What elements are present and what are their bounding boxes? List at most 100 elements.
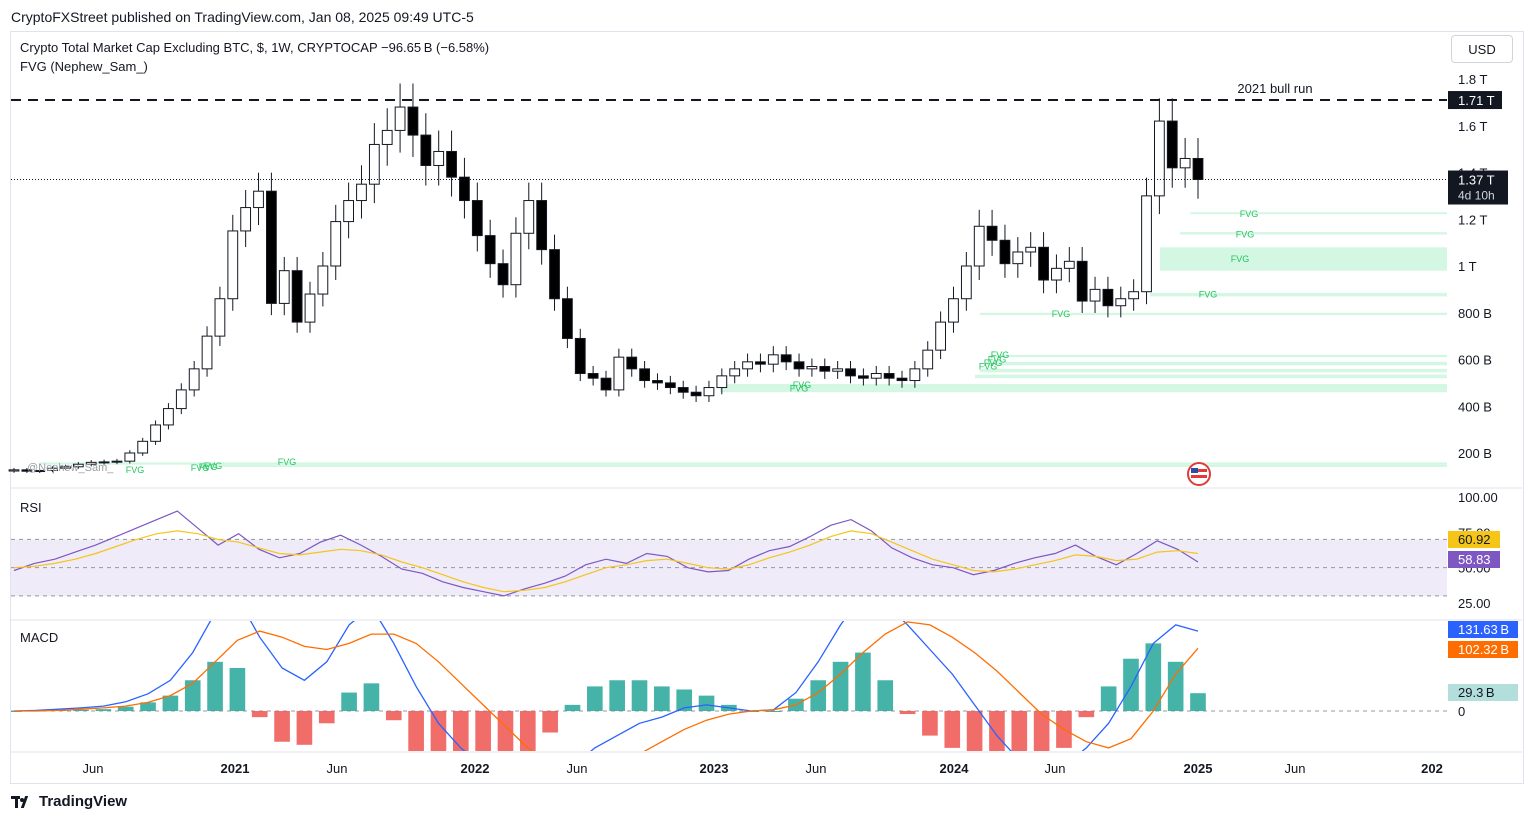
fvg-zone (1160, 247, 1447, 271)
fvg-label: FVG (1240, 209, 1259, 219)
macd-histogram-bar (162, 695, 179, 711)
candle-body (626, 356, 638, 370)
macd-histogram-bar (966, 711, 983, 751)
candle-body (1076, 260, 1088, 302)
fvg-zone (990, 354, 1447, 358)
candle-body (677, 387, 689, 393)
rsi-ma-value-label: 60.92 (1458, 532, 1491, 547)
candle-body (909, 368, 921, 382)
candle-body (600, 377, 612, 391)
macd-histogram-bar (251, 711, 268, 718)
tradingview-logo[interactable]: TradingView (11, 793, 127, 810)
candle-body (188, 368, 200, 391)
price-tick-label: 800 B (1458, 306, 1492, 321)
flag-icon[interactable] (1187, 462, 1211, 486)
fvg-label: FVG (988, 355, 1007, 365)
candle-body (562, 298, 573, 339)
current-price-label: 1.37 T (1458, 173, 1495, 188)
macd-histogram-bar (430, 711, 447, 751)
candle-body (767, 354, 779, 365)
time-tick-label: 2024 (940, 761, 970, 776)
candle-body (407, 106, 419, 136)
macd-histogram-bar (765, 711, 782, 712)
watermark: @Nephew_Sam_ (27, 462, 114, 474)
candle-body (806, 366, 818, 370)
bar-countdown-label: 4d 10h (1458, 189, 1495, 203)
time-tick-label: Jun (806, 761, 827, 776)
candle-body (845, 368, 856, 377)
macd-histogram-bar (542, 711, 558, 733)
fvg-zone (1190, 212, 1447, 215)
fvg-label: FVG (191, 463, 210, 473)
macd-histogram-bar (1033, 711, 1050, 751)
time-tick-label: 202 (1421, 761, 1443, 776)
candle-body (368, 143, 380, 185)
macd-histogram-bar (654, 686, 670, 711)
candle-body (317, 265, 329, 295)
macd-histogram-bar (1123, 658, 1139, 711)
indicator-title[interactable]: FVG (Nephew_Sam_) (20, 59, 148, 74)
candle-body (510, 232, 522, 286)
fvg-label: FVG (1199, 290, 1218, 300)
candle-body (98, 461, 110, 464)
candle-body (471, 200, 483, 237)
macd-histogram-bar (296, 711, 313, 745)
fvg-label: FVG (278, 457, 297, 467)
fvg-zone (720, 384, 1447, 390)
rsi-pane-title: RSI (20, 500, 42, 515)
candle-body (60, 466, 71, 469)
rsi-ma-value-bg (1448, 531, 1500, 548)
fvg-label: FVG (793, 380, 812, 390)
rsi-band (11, 539, 1447, 596)
macd-histogram-bar (274, 711, 290, 742)
macd-histogram-bar (318, 711, 335, 724)
candle-body (960, 265, 972, 300)
fvg-label: FVG (204, 461, 223, 471)
macd-value-bg (1448, 684, 1518, 701)
currency-button[interactable]: USD (1451, 35, 1513, 63)
candle-body (150, 424, 161, 442)
candle-body (574, 337, 586, 375)
candle-body (291, 270, 303, 323)
price-tick-label: 1.2 T (1458, 212, 1487, 227)
macd-histogram-bar (698, 695, 715, 711)
macd-plot (11, 621, 1206, 751)
rsi-value-bg (1448, 551, 1500, 568)
macd-histogram-bar (475, 711, 491, 751)
time-tick-label: 2021 (221, 761, 250, 776)
macd-histogram-bar (519, 711, 536, 751)
fvg-zone (40, 462, 1447, 465)
candle-body (343, 200, 354, 223)
current-price-label-bg (1448, 170, 1508, 205)
candle-body (278, 270, 290, 304)
fvg-zone (720, 389, 1447, 393)
candle-body (664, 382, 676, 389)
candle-body (639, 368, 650, 382)
candle-body (124, 452, 136, 462)
candle-body (227, 230, 239, 300)
macd-value-label: 102.32 B (1458, 642, 1509, 657)
fvg-zone (975, 374, 1447, 379)
macd-histogram-bar (497, 711, 514, 751)
time-tick-label: Jun (83, 761, 104, 776)
candle-body (330, 221, 342, 267)
candle-body (1051, 267, 1062, 281)
macd-value-bg (1448, 621, 1518, 638)
macd-histogram-bar (117, 706, 134, 711)
candle-body (163, 408, 174, 426)
price-tick-label: 400 B (1458, 399, 1492, 414)
symbol-title[interactable]: Crypto Total Market Cap Excluding BTC, $… (20, 40, 490, 55)
candle-body (613, 356, 625, 391)
macd-histogram-bar (1100, 686, 1117, 711)
candle-body (1012, 251, 1024, 265)
candle-body (587, 373, 599, 379)
macd-histogram-bar (452, 711, 469, 751)
candle-body (459, 176, 470, 202)
candle-body (356, 183, 367, 202)
candle-body (253, 190, 264, 209)
candle-body (1025, 246, 1037, 253)
candle-body (497, 263, 509, 286)
macd-value-label: 29.3 B (1458, 685, 1495, 700)
macd-histogram-bar (95, 709, 112, 711)
